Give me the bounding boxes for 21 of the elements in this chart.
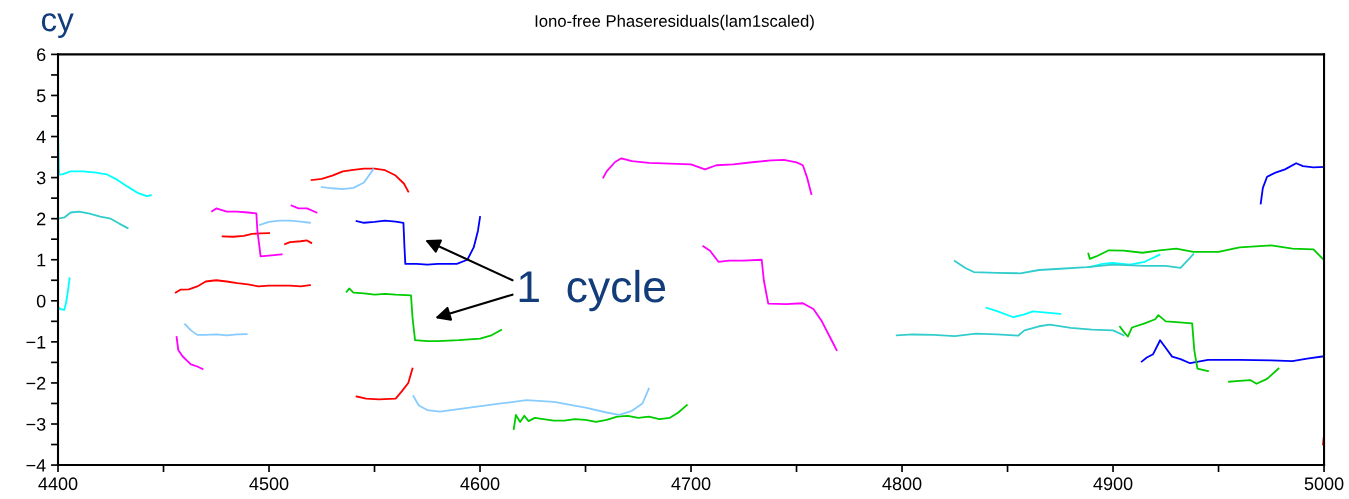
x-tick-label: 4900	[1093, 477, 1133, 491]
y-tick-label: 4	[36, 130, 46, 144]
y-tick-label: 6	[37, 48, 46, 62]
x-tick-label: 4400	[38, 477, 78, 491]
chart-title: Iono-free Phaseresiduals(lam1scaled)	[535, 14, 814, 31]
y-tick-label: 1	[37, 253, 46, 267]
x-tick-label: 4500	[249, 477, 289, 491]
annotation: 1 cycle	[519, 269, 666, 312]
x-tick-label: 4800	[882, 477, 922, 491]
y-tick-label: 5	[36, 89, 46, 103]
y-tick-label: −1	[26, 335, 46, 349]
y-tick-label: −2	[26, 376, 46, 390]
y-tick-label: 2	[37, 212, 46, 226]
x-tick-label: 5000	[1304, 477, 1344, 491]
y-tick-label: 0	[36, 294, 46, 308]
y-tick-label: −3	[26, 417, 46, 431]
y-tick-label: −4	[26, 459, 46, 472]
x-tick-label: 4700	[671, 477, 711, 491]
x-tick-label: 4600	[460, 477, 500, 491]
y-axis-title: cy	[41, 13, 74, 38]
y-tick-label: 3	[36, 171, 46, 185]
